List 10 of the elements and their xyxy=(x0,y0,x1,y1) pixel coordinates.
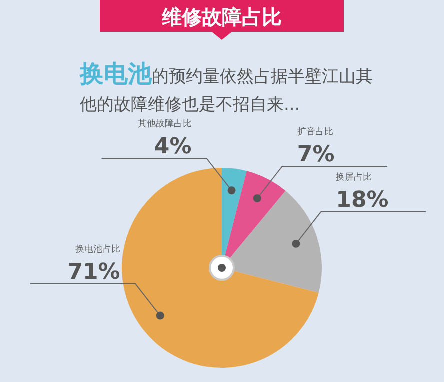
data-label: 4% xyxy=(154,134,192,160)
data-label: 71% xyxy=(68,260,120,285)
slice-label: 扩音占比 xyxy=(297,126,334,138)
slice-label: 其他故障占比 xyxy=(138,118,192,130)
slice-label: 换屏占比 xyxy=(336,172,372,183)
slice-label: 换电池占比 xyxy=(75,244,120,255)
data-label: 18% xyxy=(336,188,389,213)
chart-subtitle: 换电池的预约量依然占据半壁江山其他的故障维修也是不招自来... xyxy=(79,60,373,115)
chart-title: 维修故障占比 xyxy=(161,5,282,29)
data-label: 7% xyxy=(297,142,335,168)
